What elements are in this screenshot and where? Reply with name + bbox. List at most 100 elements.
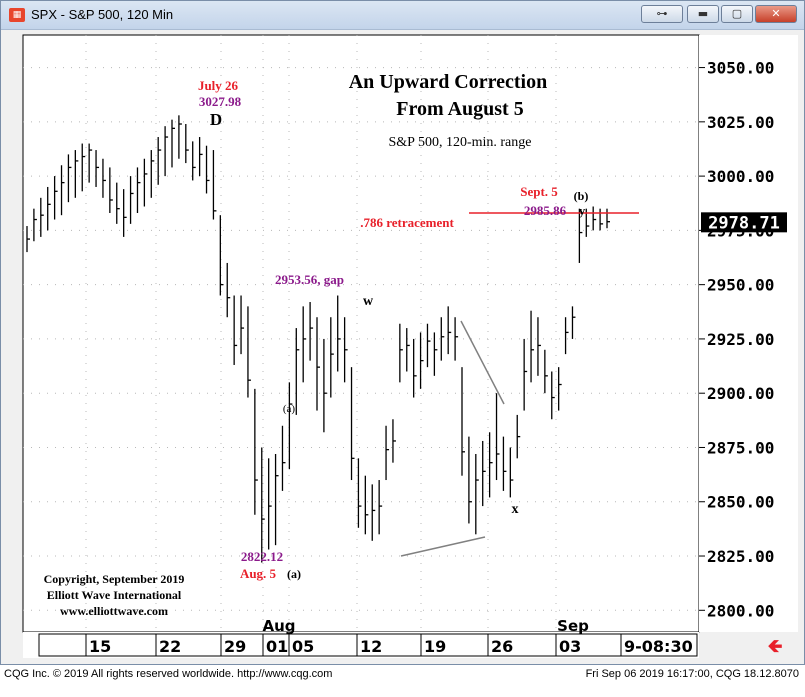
window-title: SPX - S&P 500, 120 Min [31,7,174,22]
price-bar [516,414,521,459]
price-bar [33,208,37,242]
wave-label-x: x [512,502,519,517]
x-month-label: Sep [557,617,589,635]
y-tick-label: 3025.00 [707,113,774,132]
annotation-gap: 2953.56, gap [275,272,344,287]
price-bar [544,349,548,394]
price-bar [564,317,569,355]
price-bar [530,310,535,383]
x-tick-label: 22 [159,637,181,656]
price-bar [357,458,362,528]
price-bar [192,141,196,181]
price-bar [592,206,597,231]
x-axis-panel [23,632,699,658]
price-bar [268,458,272,550]
price-bar [198,137,203,177]
price-bar [350,367,355,481]
price-bar [261,447,265,563]
annotation-sept5: Sept. 5 [520,184,558,199]
price-bar [571,306,576,339]
y-tick-label: 2825.00 [707,547,774,566]
price-bar [323,338,327,433]
price-bar [143,158,148,207]
price-bar [116,182,120,224]
price-bar [157,137,162,185]
price-bar [274,453,279,546]
price-bar [495,393,500,481]
price-bar [178,115,182,159]
price-bar [488,432,493,498]
price-bar [288,382,293,470]
copyright-line1: Copyright, September 2019 [44,572,185,586]
retracement-label: .786 retracement [360,215,454,230]
chart-app-icon: ▦ [9,8,25,22]
price-bar [392,419,396,463]
price-bar [343,317,348,383]
y-tick-label: 3000.00 [707,167,774,186]
price-bar [330,317,334,398]
price-bar [440,317,445,361]
price-bar [88,143,93,183]
y-tick-label: 2850.00 [707,493,774,512]
x-tick-label: 12 [360,637,382,656]
price-bar [254,388,258,515]
x-axis: 15 22 29 01 05 12 19 26 03 9-08:30 Aug Sep [38,617,698,657]
price-bar [419,332,424,389]
footer-right: Fri Sep 06 2019 16:17:00, CQG 18.12.8070 [585,668,799,680]
annotation-low-value: 2822.12 [241,549,283,564]
close-icon[interactable]: ✕ [755,5,797,23]
x-tick-label: 05 [292,637,314,656]
price-bar [226,262,231,318]
wave-label-a-bottom: (a) [287,567,301,581]
y-tick-label: 2925.00 [707,330,774,349]
price-bar [537,317,541,376]
price-bar [482,440,486,507]
price-bar [40,197,44,237]
price-bar [578,208,583,263]
price-bar [95,150,100,187]
price-bar [26,226,30,253]
price-bar [364,475,369,535]
wave-label-w: w [363,294,374,309]
annotation-sept5-value: 2985.86 [524,203,567,218]
price-bar [385,425,390,481]
price-bar [337,295,341,372]
price-bar [212,150,217,220]
x-tick-label: 03 [559,637,581,656]
grid [23,35,699,632]
x-tick-label: 29 [224,637,246,656]
x-tick-label: 9-08:30 [624,637,693,656]
price-bar [558,367,562,411]
annotation-low-date: Aug. 5 [240,566,277,581]
price-bar [233,295,238,365]
price-bar [67,154,72,203]
title-bar[interactable]: ▦ SPX - S&P 500, 120 Min ⊶ ▬ ▢ ✕ [1,1,804,30]
price-bar [551,371,555,420]
annotation-july26-value: 3027.98 [199,94,242,109]
price-bar [447,306,452,355]
price-bar [302,306,307,383]
maximize-icon[interactable]: ▢ [721,5,753,23]
price-bar [295,328,300,415]
price-bar [461,367,465,476]
price-bar [433,332,438,376]
scroll-left-arrow-icon[interactable]: 🡸 [768,636,783,657]
y-tick-label: 3050.00 [707,59,774,78]
y-axis: 3050.003025.003000.002975.002950.002925.… [699,59,774,620]
plot-area [22,34,700,633]
last-price-label: 2978.71 [708,213,780,233]
chart-subtitle: S&P 500, 120-min. range [389,135,532,150]
y-tick-label: 2875.00 [707,438,774,457]
price-bar [509,447,514,498]
overlay [400,212,639,557]
chart-title: An Upward Correction [349,71,548,93]
y-tick-label: 2800.00 [707,601,774,620]
trend-line-upper [460,320,505,405]
minimize-icon[interactable]: ▬ [687,5,719,23]
price-bar [109,167,113,214]
price-bar [53,176,58,220]
price-bar [606,208,610,229]
price-bars [26,115,610,563]
link-icon[interactable]: ⊶ [641,5,683,23]
price-bar [475,453,479,535]
